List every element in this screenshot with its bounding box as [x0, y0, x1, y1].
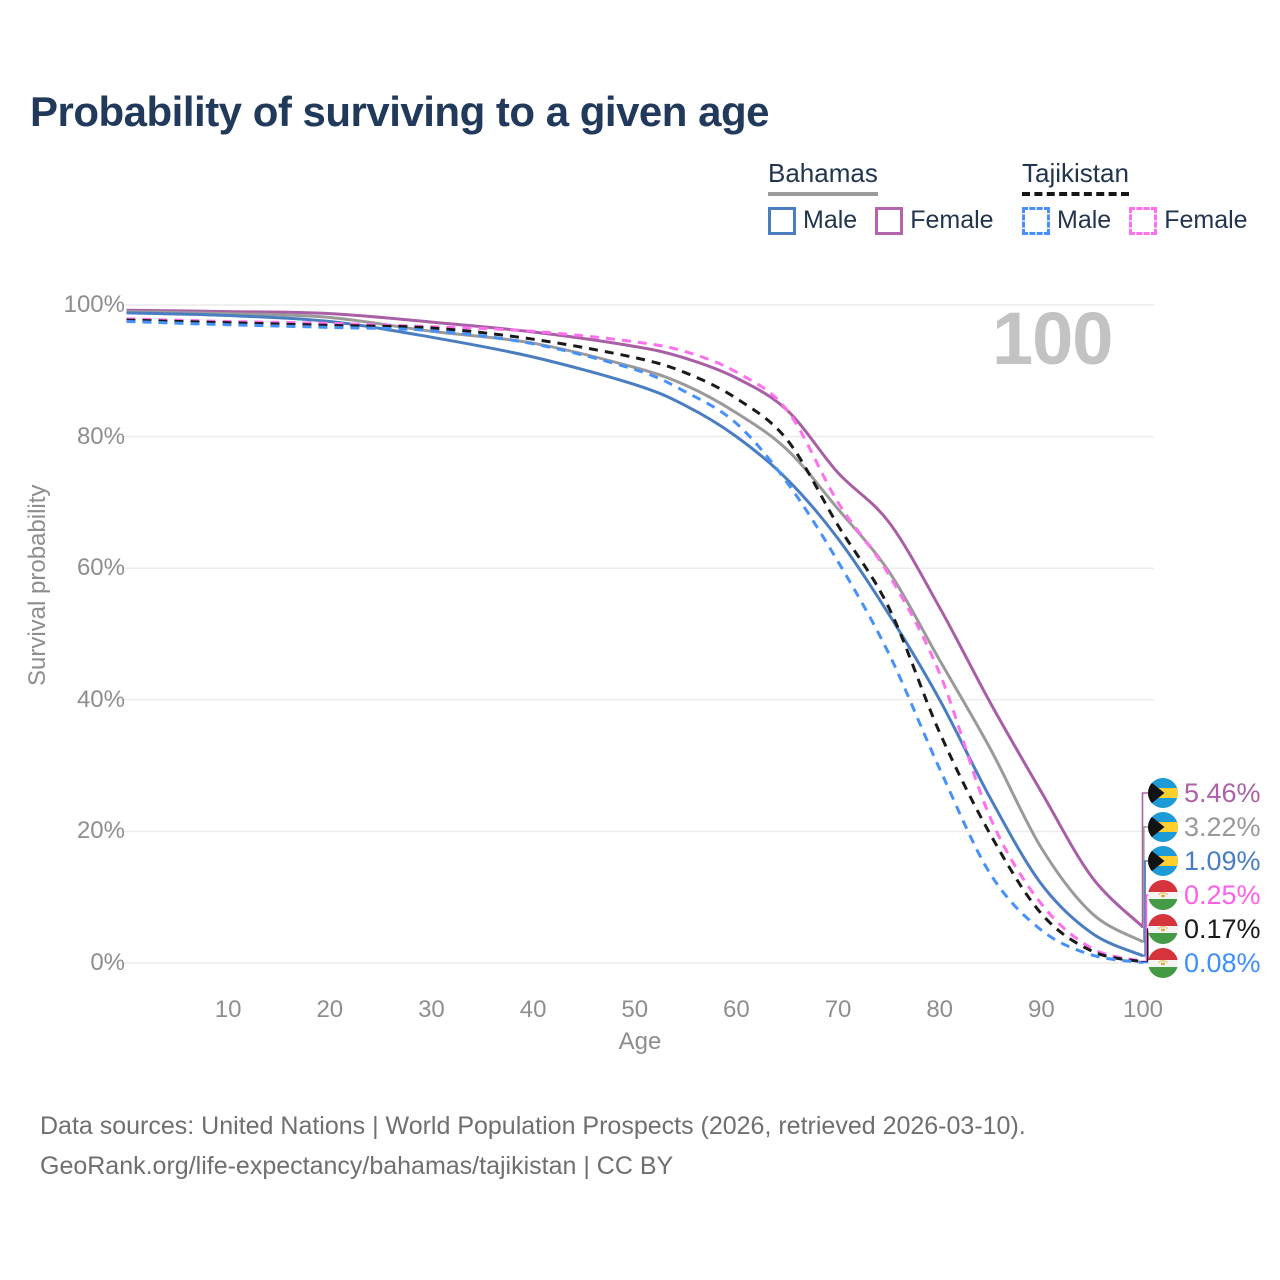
- page-title: Probability of surviving to a given age: [30, 88, 769, 135]
- series-line-bahamas-male[interactable]: [126, 311, 1144, 958]
- x-tick-50: 50: [621, 996, 649, 1023]
- end-label-row-2: 3.22%: [1148, 810, 1261, 844]
- x-tick-100: 100: [1122, 996, 1164, 1023]
- end-label-value: 3.22%: [1184, 811, 1261, 842]
- legend-swatch-tajikistan-male-icon: [1022, 206, 1050, 235]
- x-tick-30: 30: [418, 996, 445, 1023]
- legend-group-tajikistan: Tajikistan Male Female: [1022, 158, 1266, 235]
- bahamas-flag-icon: [1148, 812, 1178, 842]
- x-tick-60: 60: [723, 996, 750, 1023]
- footer-line-2: GeoRank.org/life-expectancy/bahamas/taji…: [40, 1152, 674, 1180]
- legend-swatch-bahamas-male-icon: [768, 206, 796, 235]
- tajikistan-flag-icon: [1148, 914, 1178, 944]
- series-line-bahamas-both-sexes[interactable]: [126, 310, 1144, 944]
- end-label-connector-bahamas-male: [1141, 860, 1150, 957]
- x-tick-80: 80: [926, 996, 954, 1023]
- y-tick-40%: 40%: [76, 685, 125, 713]
- series-line-tajikistan-both-sexes[interactable]: [126, 318, 1144, 964]
- x-tick-40: 40: [519, 996, 547, 1023]
- y-tick-100%: 100%: [63, 291, 125, 318]
- bahamas-flag-icon: [1148, 778, 1178, 808]
- end-label-row-6: 0.08%: [1148, 946, 1261, 980]
- legend-item-bahamas-male[interactable]: Male: [768, 206, 857, 235]
- legend-group-title-bahamas[interactable]: Bahamas: [768, 158, 878, 196]
- watermark-age-100: 100: [992, 297, 1113, 380]
- legend-group-bahamas: Bahamas Male Female: [768, 158, 1012, 235]
- end-label-value: 0.25%: [1184, 879, 1261, 910]
- end-label-row-3: 1.09%: [1148, 844, 1261, 878]
- end-label-row-1: 5.46%: [1148, 776, 1261, 810]
- x-tick-10: 10: [214, 996, 242, 1023]
- footer-line-1: Data sources: United Nations | World Pop…: [40, 1112, 1026, 1140]
- series-line-tajikistan-female[interactable]: [126, 317, 1144, 963]
- x-axis-title: Age: [618, 1028, 662, 1055]
- tajikistan-flag-icon: [1148, 880, 1178, 910]
- y-tick-80%: 80%: [76, 422, 125, 450]
- end-label-connector-bahamas-female: [1141, 792, 1150, 928]
- end-label-row-4: 0.25%: [1148, 878, 1261, 912]
- legend-label-tajikistan-female: Female: [1164, 206, 1248, 234]
- legend-row-bahamas: Male Female: [768, 206, 1012, 235]
- end-label-connector-bahamas-both-sexes: [1141, 826, 1150, 943]
- legend-label-tajikistan-male: Male: [1057, 206, 1112, 234]
- end-label-value: 5.46%: [1184, 777, 1261, 808]
- legend-group-title-tajikistan[interactable]: Tajikistan: [1022, 158, 1129, 196]
- legend-item-tajikistan-female[interactable]: Female: [1129, 206, 1248, 235]
- legend-label-bahamas-male: Male: [803, 206, 858, 234]
- tajikistan-flag-icon: [1148, 948, 1178, 978]
- y-tick-0%: 0%: [90, 949, 125, 976]
- legend-label-bahamas-female: Female: [910, 206, 994, 234]
- end-label-row-5: 0.17%: [1148, 912, 1261, 946]
- y-tick-60%: 60%: [76, 554, 125, 582]
- series-line-bahamas-female[interactable]: [126, 308, 1145, 929]
- legend-swatch-bahamas-female-icon: [875, 206, 904, 235]
- bahamas-flag-icon: [1148, 846, 1178, 876]
- x-tick-20: 20: [316, 996, 344, 1023]
- end-label-value: 0.17%: [1184, 913, 1261, 944]
- legend-swatch-tajikistan-female-icon: [1129, 206, 1158, 235]
- x-tick-70: 70: [824, 996, 852, 1023]
- legend-row-tajikistan: Male Female: [1022, 206, 1266, 235]
- y-tick-20%: 20%: [76, 817, 125, 845]
- x-tick-90: 90: [1027, 996, 1055, 1023]
- footer: Data sources: United Nations | World Pop…: [40, 1106, 1026, 1186]
- end-label-value: 0.08%: [1184, 947, 1261, 978]
- legend-item-bahamas-female[interactable]: Female: [875, 206, 994, 235]
- series-line-tajikistan-male[interactable]: [126, 320, 1144, 964]
- legend-item-tajikistan-male[interactable]: Male: [1022, 206, 1111, 235]
- end-label-value: 1.09%: [1184, 845, 1261, 876]
